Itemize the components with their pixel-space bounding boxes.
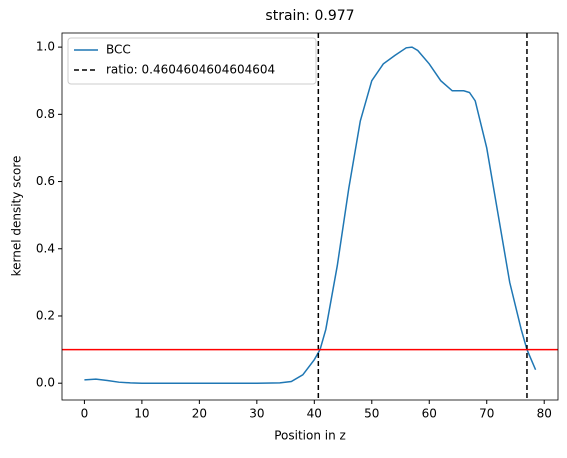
y-tick-label: 0.0	[36, 376, 55, 390]
x-tick-label: 10	[134, 407, 149, 421]
y-tick-label: 0.2	[36, 308, 55, 322]
y-axis-label: kernel density score	[10, 156, 24, 277]
y-tick-label: 0.8	[36, 107, 55, 121]
x-tick-label: 30	[249, 407, 264, 421]
x-tick-label: 20	[192, 407, 207, 421]
y-tick-label: 0.6	[36, 174, 55, 188]
plot-frame	[61, 32, 559, 401]
line	[84, 46, 537, 384]
x-tick-label: 50	[364, 407, 379, 421]
chart-title: strain: 0.977	[265, 8, 354, 24]
x-axis-label: Position in z	[274, 429, 346, 443]
x-tick-label: 60	[422, 407, 437, 421]
y-tick-label: 0.4	[36, 241, 55, 255]
legend-label: ratio: 0.4604604604604604	[106, 63, 275, 77]
x-tick-label: 80	[537, 407, 552, 421]
x-tick-label: 0	[81, 407, 89, 421]
y-tick-label: 1.0	[36, 40, 55, 54]
x-tick-label: 70	[479, 407, 494, 421]
x-tick-label: 40	[307, 407, 322, 421]
legend-box	[67, 37, 317, 85]
legend-label: BCC	[106, 43, 131, 57]
